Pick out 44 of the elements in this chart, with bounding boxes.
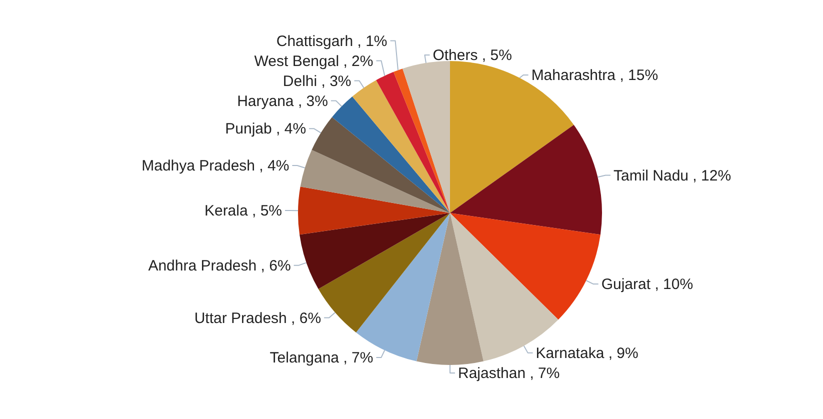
data-label: , 9% — [604, 344, 638, 362]
slice-label: Delhi — [282, 72, 318, 90]
data-label: , 10% — [650, 276, 694, 293]
data-label: , 2% — [339, 52, 374, 70]
slice-label: Karnataka — [536, 344, 605, 362]
data-label: , 1% — [353, 32, 388, 50]
data-label: , 3% — [317, 72, 352, 90]
slice-label: Madhya Pradesh — [142, 156, 256, 174]
pie-slice — [450, 213, 600, 320]
data-label: , 4% — [255, 156, 290, 174]
pie-slice — [376, 72, 450, 213]
pie-slice — [332, 96, 450, 213]
pie-slice — [394, 68, 450, 213]
data-label: , 7% — [339, 348, 374, 366]
slice-label: Gujarat — [601, 276, 652, 293]
data-label: , 12% — [688, 166, 732, 184]
slice-label: Maharashtra — [531, 66, 616, 84]
data-label: , 5% — [248, 202, 282, 219]
pie-slice — [402, 61, 450, 213]
slice-label: Others — [432, 46, 478, 64]
pie-slice — [312, 117, 450, 213]
data-label: , 4% — [272, 120, 306, 138]
slice-label: Kerala — [204, 202, 248, 219]
slice-label: Rajasthan — [458, 364, 526, 382]
data-label: , 7% — [526, 364, 560, 382]
slice-label: Punjab — [225, 120, 272, 138]
data-label: , 6% — [256, 256, 291, 274]
slice-label: West Bengal — [254, 52, 340, 70]
slice-label: Andhra Pradesh — [148, 256, 257, 274]
pie-slice — [416, 213, 484, 365]
slice-label: Chattisgarh — [276, 32, 354, 50]
slice-label: Uttar Pradesh — [194, 309, 287, 326]
data-label: , 3% — [294, 92, 328, 110]
pie-slice — [300, 150, 450, 213]
slice-label: Haryana — [237, 92, 294, 110]
data-label: , 5% — [478, 46, 512, 64]
data-label: , 6% — [286, 309, 322, 326]
slice-label: Tamil Nadu — [613, 166, 689, 184]
pie-slice — [300, 213, 450, 289]
data-label: , 15% — [616, 66, 658, 84]
slice-label: Telangana — [270, 348, 340, 366]
pie-slice — [352, 80, 450, 213]
pie-slice — [450, 124, 602, 235]
pie-slice — [298, 186, 450, 235]
